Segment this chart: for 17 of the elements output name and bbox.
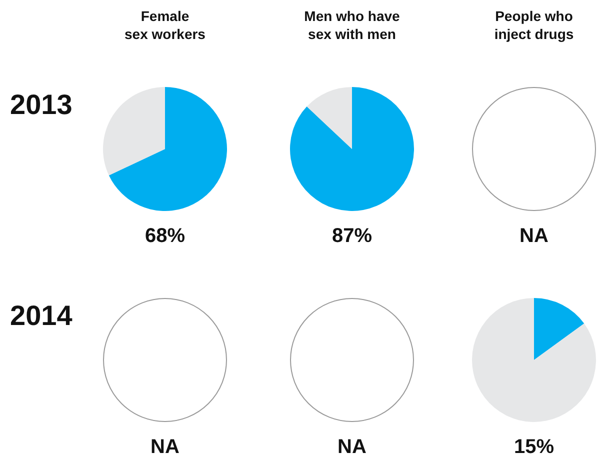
text: 2013 bbox=[10, 89, 72, 121]
text: 15% bbox=[512, 436, 556, 459]
text: NA bbox=[336, 436, 368, 459]
text: NA bbox=[150, 436, 180, 459]
text: 2014 bbox=[10, 300, 72, 332]
text: 87% bbox=[330, 225, 374, 248]
text: 68% bbox=[144, 225, 186, 248]
pie-slice bbox=[290, 87, 414, 211]
pie-slice bbox=[108, 87, 227, 211]
text: People who inject drugs bbox=[493, 7, 575, 43]
pie-slice bbox=[472, 298, 596, 422]
chart-title: Female sex workers bbox=[124, 7, 206, 43]
chart-title: Men who have sex with men bbox=[303, 7, 401, 43]
pie-slice bbox=[306, 87, 352, 149]
text: NA bbox=[518, 225, 550, 248]
pie-slice bbox=[103, 87, 165, 176]
pie-slice bbox=[534, 298, 584, 360]
